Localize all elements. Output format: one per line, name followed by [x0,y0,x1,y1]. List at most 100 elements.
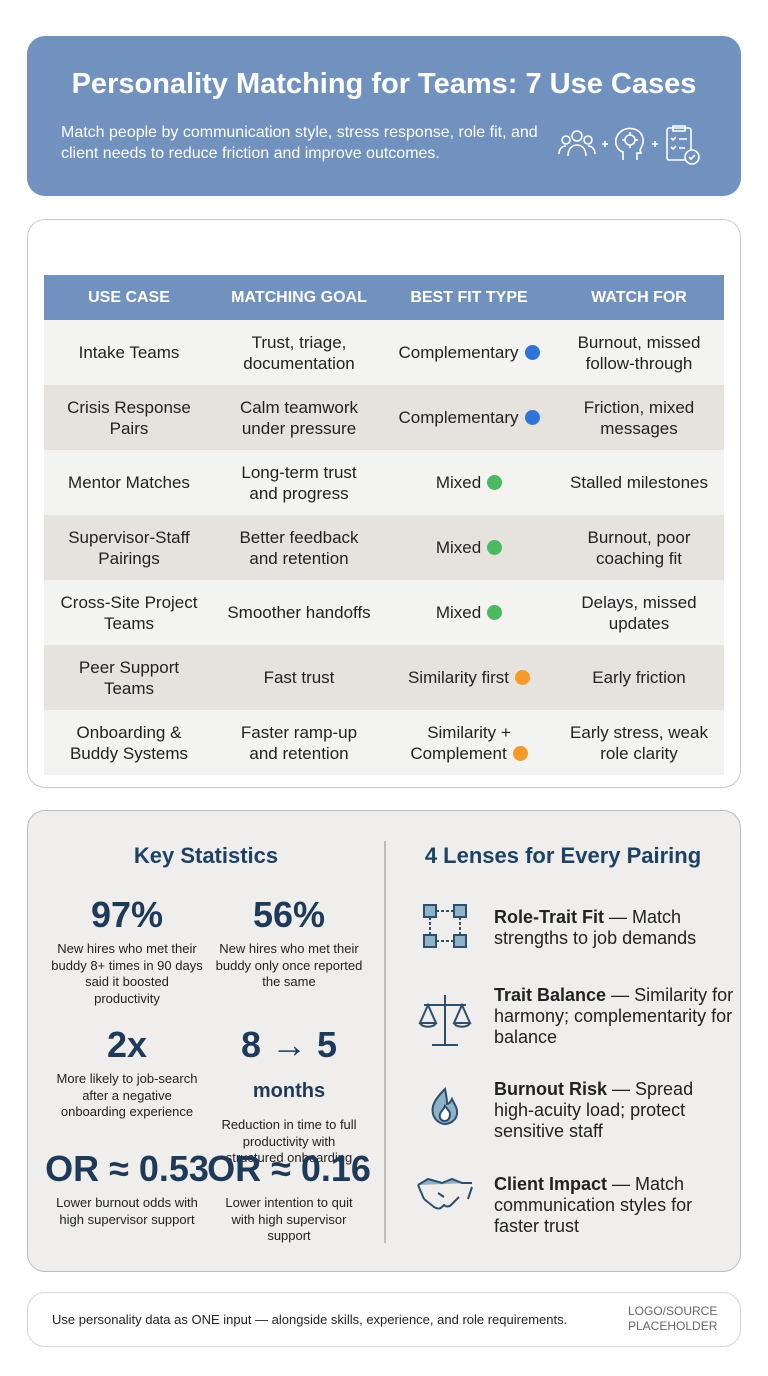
matching-goal: Trust, triage, documentation [214,320,384,385]
stat-number: 2x [106,1024,148,1065]
fit-dot [512,745,528,761]
stat-label: New hires who met their buddy 8+ times i… [51,941,203,1006]
column-header: USE CASE [44,275,214,320]
stat: 8 → 5 months Reduction in time to full pr… [204,1025,374,1167]
fit-type: Complementary [398,343,519,362]
stat-label: More likely to job-search after a negati… [56,1071,198,1119]
watch-for: Early friction [554,645,724,710]
stat-value: 8 → 5 months [204,1025,374,1111]
lens: Client Impact — Match communication styl… [494,1174,734,1237]
column-header: WATCH FOR [554,275,724,320]
lenses-title: 4 Lenses for Every Pairing [424,843,702,868]
table-row: Supervisor-Staff Pairings Better feedback… [44,515,724,580]
table-row: Crisis Response Pairs Calm teamwork under… [44,385,724,450]
stat-value: OR ≈ 0.53 [42,1149,212,1189]
table-header: USE CASE MATCHING GOAL BEST FIT TYPE WATCH … [44,275,724,320]
lens-term: Client Impact [494,1174,608,1194]
fit-type-cell: Similarity first [384,645,554,710]
column-header: BEST FIT TYPE [384,275,554,320]
fit-dot [515,670,531,685]
use-case: Onboarding & Buddy Systems [44,710,214,775]
use-case: Supervisor-Staff Pairings [44,515,214,580]
use-case: Peer Support Teams [44,645,214,710]
fit-type: Complementary [398,408,519,427]
lens: Trait Balance — Similarity for harmony; … [494,985,734,1048]
matching-goal: Calm teamwork under pressure [214,385,384,450]
lens-term: Burnout Risk [494,1079,608,1099]
lens-text: — Similarity for harmony; complementarit… [494,985,734,1047]
use-case: Cross-Site Project Teams [44,580,214,645]
fit-type-cell: Mixed [384,580,554,645]
fit-dot [524,410,540,425]
stat: OR ≈ 0.16 Lower intention to quit with hi… [204,1149,374,1245]
stat-label: Lower intention to quit with high superv… [225,1195,353,1243]
stat-number: 8 → 5 [240,1024,338,1065]
fit-type-cell: Mixed [384,515,554,580]
matching-goal: Fast trust [214,645,384,710]
stat: 97% New hires who met their buddy 8+ time… [42,895,212,1007]
table-row: Intake Teams Trust, triage, documentation… [44,320,724,385]
stat: OR ≈ 0.53 Lower burnout odds with high su… [42,1149,212,1228]
stat-value: 56% [204,895,374,935]
stat-number: 97% [90,894,164,935]
lens-term: Role-Trait Fit [494,907,605,927]
subtitle: Match people by communication style, str… [61,124,538,162]
table-row: Cross-Site Project Teams Smoother handoff… [44,580,724,645]
stat-label: Lower burnout odds with high supervisor … [56,1195,198,1227]
matching-goal: Faster ramp-up and retention [214,710,384,775]
lens: Role-Trait Fit — Match strengths to job … [494,907,734,949]
stat-number: OR ≈ 0.16 [207,1148,371,1189]
title: Personality Matching for Teams: 7 Use Ca… [71,68,697,100]
watch-for: Stalled milestones [554,450,724,515]
fit-dot [487,475,503,490]
fit-type: Mixed [435,538,482,557]
fit-type-cell: Similarity + Complement [384,710,554,775]
fit-type-cell: Complementary [384,385,554,450]
lens-term: Trait Balance [494,985,607,1005]
stat-value: OR ≈ 0.16 [204,1149,374,1189]
watch-for: Delays, missed updates [554,580,724,645]
stat-unit: months [252,1080,326,1102]
fit-dot [487,605,503,620]
fit-dot [487,540,503,555]
logo-placeholder: LOGO/SOURCE PLACEHOLDER [628,1304,718,1333]
watch-for: Friction, mixed messages [554,385,724,450]
header: Personality Matching for Teams: 7 Use Ca… [27,36,741,196]
watch-for: Burnout, poor coaching fit [554,515,724,580]
footer: Use personality data as ONE input — alon… [27,1292,741,1347]
stat-number: OR ≈ 0.53 [45,1148,209,1189]
header-icons [558,125,700,165]
matching-goal: Long-term trust and progress [214,450,384,515]
stat-number: 56% [252,894,326,935]
use-case: Intake Teams [44,320,214,385]
lens-text: — Match communication styles for faster … [494,1174,693,1236]
stat-label: Reduction in time to full productivity w… [221,1117,357,1165]
fit-type: Mixed [435,603,482,622]
watch-for: Early stress, weak role clarity [554,710,724,775]
stat: 56% New hires who met their buddy only on… [204,895,374,991]
fit-dot [524,345,540,360]
use-case: Mentor Matches [44,450,214,515]
watch-for: Burnout, missed follow-through [554,320,724,385]
matching-goal: Better feedback and retention [214,515,384,580]
lens-text: — Match strengths to job demands [494,907,697,948]
table: USE CASE MATCHING GOAL BEST FIT TYPE WATCH … [44,275,724,775]
stat-value: 2x [42,1025,212,1065]
stat: 2x More likely to job-search after a nega… [42,1025,212,1121]
footer-note: Use personality data as ONE input — alon… [52,1312,568,1327]
table-card: USE CASE MATCHING GOAL BEST FIT TYPE WATCH … [27,219,741,788]
table-row: Mentor Matches Long-term trust and progre… [44,450,724,515]
stats-title: Key Statistics [133,843,279,868]
stat-label: New hires who met their buddy only once … [215,941,363,989]
fit-type-cell: Complementary [384,320,554,385]
table-row: Peer Support Teams Fast trust Similarity f… [44,645,724,710]
fit-type-cell: Mixed [384,450,554,515]
matching-goal: Smoother handoffs [214,580,384,645]
use-case: Crisis Response Pairs [44,385,214,450]
lens-icons [417,904,473,1210]
divider [384,841,386,1243]
stats-card: Key Statistics 4 Lenses for Every Pairin… [27,810,741,1272]
table-row: Onboarding & Buddy Systems Faster ramp-up… [44,710,724,775]
stat-value: 97% [42,895,212,935]
